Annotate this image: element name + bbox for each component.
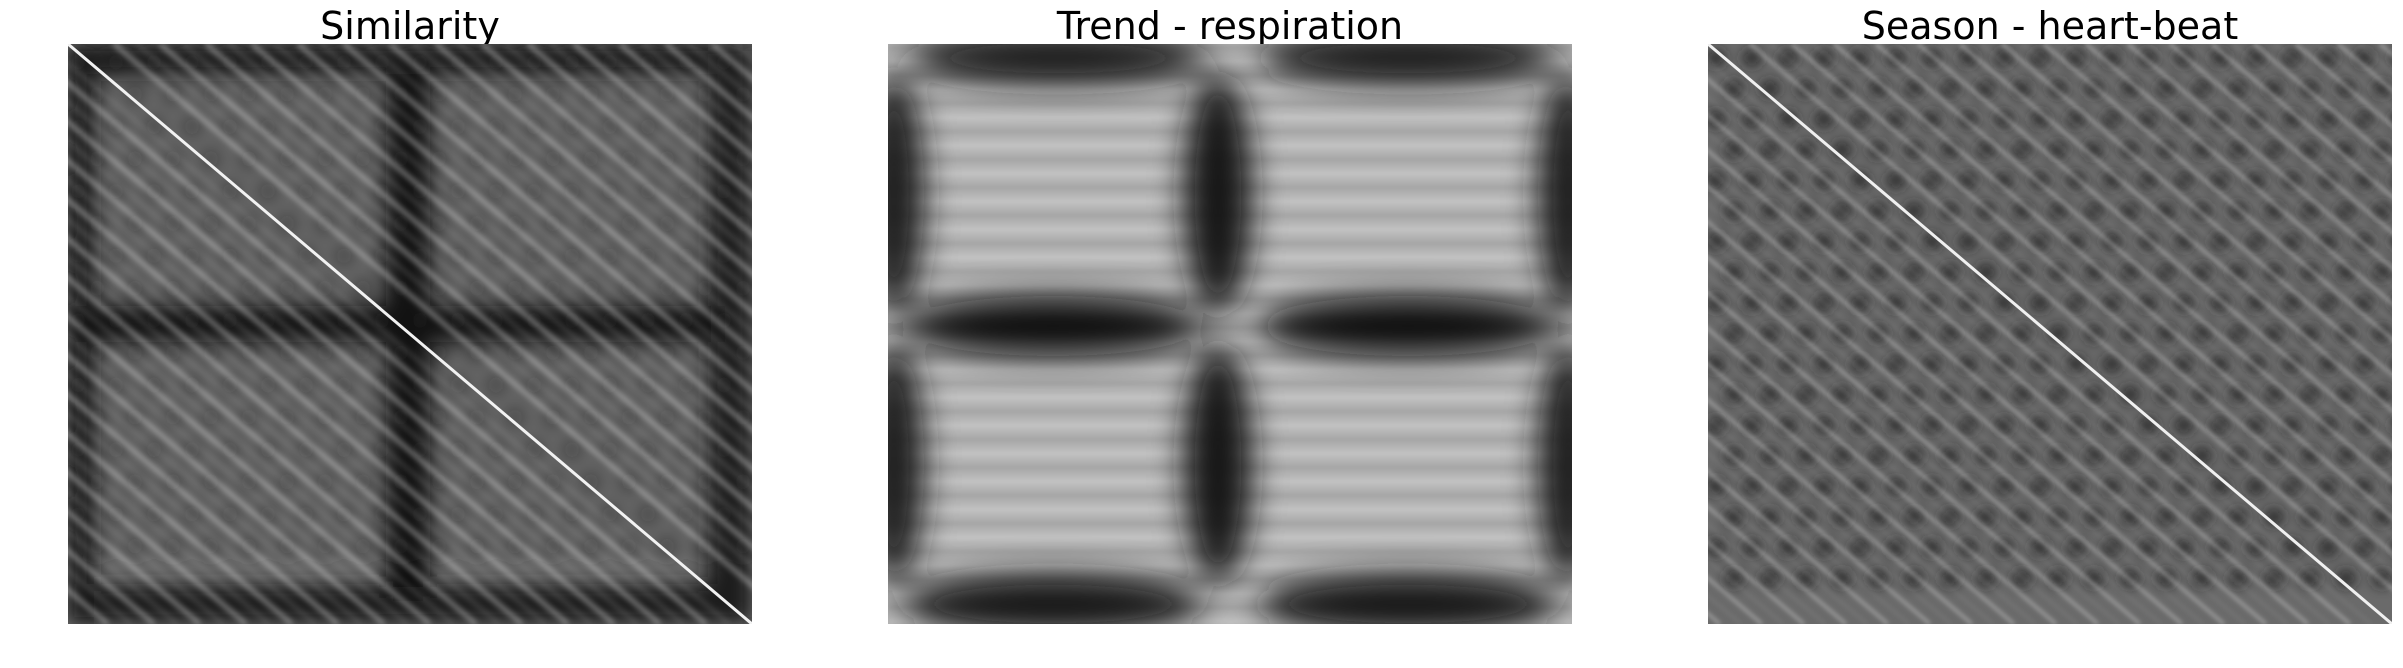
panel-title-season: Season - heart-beat — [1861, 4, 2239, 48]
panel-title-similarity: Similarity — [320, 4, 500, 48]
panel-trend: Trend - respiration — [888, 0, 1572, 668]
trend-matrix-image — [888, 44, 1572, 624]
panel-similarity: Similarity — [68, 0, 752, 668]
main-diagonal — [1708, 44, 2392, 624]
panel-season: Season - heart-beat — [1708, 0, 2392, 668]
panel-title-trend: Trend - respiration — [1056, 4, 1404, 48]
main-diagonal — [68, 44, 752, 624]
season-matrix-image — [1708, 44, 2392, 624]
similarity-matrix-image — [68, 44, 752, 624]
